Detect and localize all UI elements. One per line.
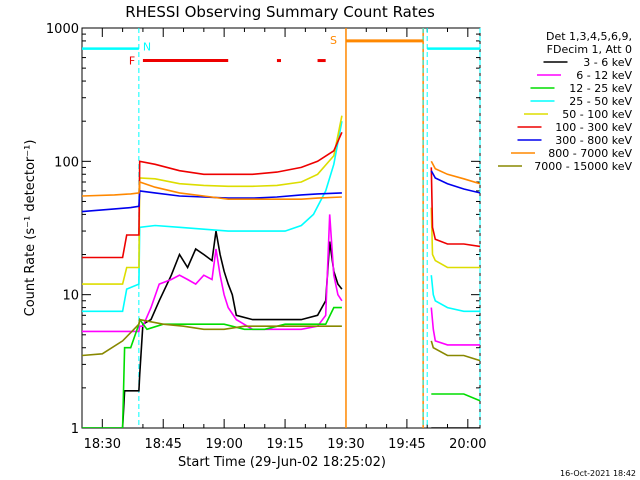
legend: Det 1,3,4,5,6,9,FDecim 1, Att 03 - 6 keV… (498, 30, 632, 173)
x-axis-label: Start Time (29-Jun-02 18:25:02) (178, 455, 386, 470)
series-group (82, 160, 480, 200)
series-line-7000-15000-keV (82, 318, 342, 357)
legend-header: FDecim 1, Att 0 (547, 43, 632, 56)
x-tick-label: 18:30 (84, 437, 121, 452)
series-line-12-25-keV (431, 393, 480, 402)
legend-label: 3 - 6 keV (583, 56, 632, 69)
night-bar-label: N (143, 41, 151, 54)
series-line-50-100-keV (430, 207, 480, 269)
y-axis-label: Count Rate (s⁻¹ detector⁻¹) (23, 140, 38, 317)
legend-label: 7000 - 15000 keV (534, 160, 632, 173)
series-group (82, 115, 480, 285)
legend-label: 12 - 25 keV (569, 82, 632, 95)
legend-label: 800 - 7000 keV (548, 147, 632, 160)
series-line-6-12-keV (82, 214, 343, 333)
series-group (82, 121, 480, 313)
legend-label: 25 - 50 keV (569, 95, 632, 108)
series-group (82, 131, 480, 259)
series-group (82, 318, 480, 362)
x-tick-label: 19:00 (205, 437, 242, 452)
series-group (82, 214, 480, 346)
chart-title: RHESSI Observing Summary Count Rates (125, 3, 435, 21)
series-line-6-12-keV (430, 307, 480, 346)
series-line-50-100-keV (82, 115, 343, 285)
x-tick-label: 18:45 (144, 437, 181, 452)
series-group (82, 230, 480, 428)
series-line-25-50-keV (82, 121, 343, 313)
y-tick-label: 1 (71, 422, 79, 437)
plot-area: 1 10 100 1000 18:30 18:45 19:00 19:15 19:30 19:45… (46, 22, 487, 452)
y-tick-label: 10 (62, 289, 79, 304)
series-line-800-7000-keV (430, 160, 480, 185)
legend-header: Det 1,3,4,5,6,9, (546, 30, 632, 43)
series-group (82, 170, 480, 213)
legend-label: 300 - 800 keV (555, 134, 632, 147)
series-line-12-25-keV (82, 306, 342, 428)
series-line-100-300-keV (82, 131, 343, 259)
series-line-100-300-keV (430, 167, 480, 248)
x-tick-label: 19:45 (388, 437, 425, 452)
y-tick-label: 100 (54, 155, 79, 170)
saa-bar-label: S (330, 34, 337, 47)
series-line-7000-15000-keV (430, 340, 480, 362)
legend-label: 50 - 100 keV (562, 108, 632, 121)
plot-frame (81, 27, 481, 429)
footer-timestamp: 16-Oct-2021 18:42 (560, 469, 636, 478)
series-line-800-7000-keV (82, 180, 342, 200)
flare-bar-label: F (129, 55, 135, 68)
legend-label: 6 - 12 keV (576, 69, 632, 82)
series-line-25-50-keV (430, 275, 480, 313)
x-tick-label: 19:15 (266, 437, 303, 452)
series-line-300-800-keV (430, 170, 480, 194)
series-group (82, 306, 480, 428)
series-line-3-6-keV (82, 230, 343, 428)
x-tick-label: 19:30 (327, 437, 364, 452)
legend-label: 100 - 300 keV (555, 121, 632, 134)
series-line-300-800-keV (82, 189, 342, 213)
y-tick-label: 1000 (46, 22, 79, 37)
x-tick-label: 20:00 (449, 437, 486, 452)
